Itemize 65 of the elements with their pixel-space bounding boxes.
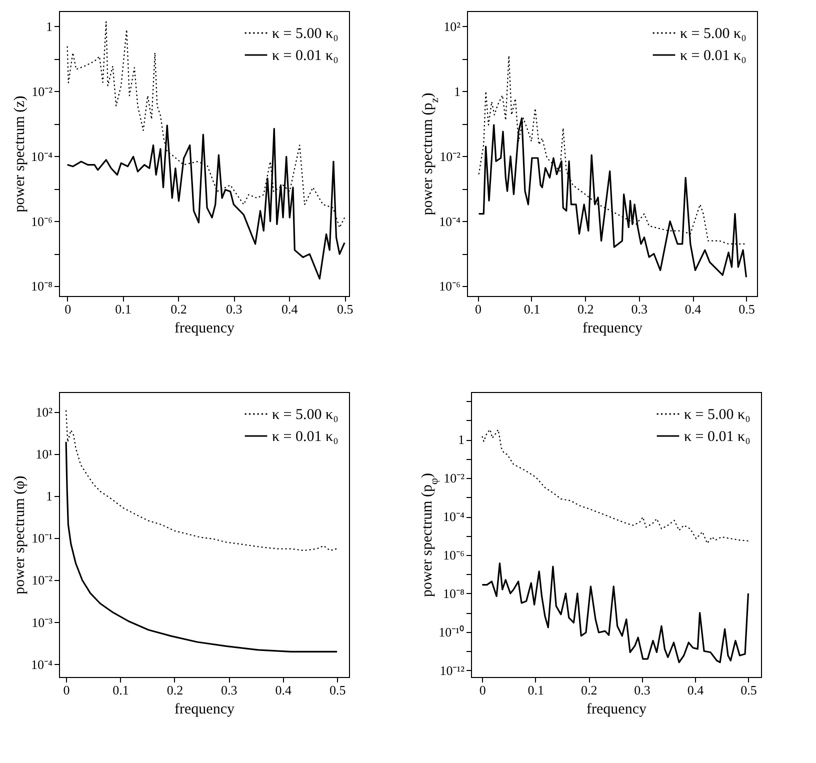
y-tick-label: 10⁻⁸ [442,586,465,601]
y-axis-title: power spectrum (φ) [12,476,28,594]
legend-label: κ = 5.00 κ₀ [272,407,338,423]
x-tick-label: 0.4 [281,302,298,316]
y-tick-label: 10⁻⁴ [442,509,465,524]
line-series [482,429,749,544]
legend-label: κ = 0.01 κ₀ [272,429,338,445]
legend-label: κ = 5.00 κ₀ [680,26,746,42]
y-tick-label: 10⁻⁶ [30,214,52,229]
y-tick-label: 10⁻⁶ [438,278,460,294]
x-tick-label: 0.2 [166,682,184,698]
x-tick-label: 0.3 [634,682,650,698]
x-tick-label: 0 [64,302,72,316]
line-series [481,562,750,664]
x-tick-label: 0.2 [170,302,187,316]
x-axis-title: frequency [586,702,647,718]
y-tick-label: 1 [46,18,52,34]
y-tick-label: 10⁻⁸ [30,278,53,294]
y-tick-label: 10⁻² [440,148,461,164]
x-tick-label: 0.3 [221,682,238,698]
y-tick-label: 10⁻¹² [440,662,465,678]
legend-label: κ = 5.00 κ₀ [684,407,750,423]
x-tick-label: 0.4 [684,302,702,316]
y-tick-label: 10⁻² [32,84,53,99]
y-tick-label: 10² [444,18,461,34]
y-tick-label: 1 [46,488,52,504]
x-tick-label: 0 [474,302,482,316]
x-tick-label: 0.1 [112,682,129,698]
x-tick-label: 0.5 [336,302,354,316]
x-tick-label: 0.3 [226,302,242,316]
y-tick-label: 10⁻² [32,572,53,588]
y-tick-label: 10⁻³ [32,614,53,630]
y-tick-label: 1 [458,432,464,448]
y-tick-label: 10⁻⁴ [30,148,53,164]
x-axis-title: frequency [174,320,235,336]
x-tick-label: 0.5 [740,682,757,698]
legend-label: κ = 0.01 κ₀ [272,48,338,64]
x-tick-label: 0.5 [738,302,755,316]
legend-label: κ = 5.00 κ₀ [272,26,338,42]
y-axis-title: power spectrum (z) [12,96,28,212]
x-tick-label: 0.1 [115,302,132,316]
line-series [65,410,338,552]
x-tick-label: 0.5 [329,682,346,698]
legend-label: κ = 0.01 κ₀ [680,48,746,64]
y-tick-label: 10⁻⁶ [442,547,464,562]
y-tick-label: 10⁻⁴ [438,214,461,229]
x-tick-label: 0.2 [578,302,594,316]
legend-label: κ = 0.01 κ₀ [684,429,750,445]
x-axis-title: frequency [582,320,643,336]
y-tick-label: 10⁻¹⁰ [438,624,464,640]
y-tick-label: 1 [454,84,460,99]
x-tick-label: 0.2 [580,682,598,698]
y-tick-label: 10⁻² [444,470,465,486]
x-tick-label: 0.4 [687,682,704,698]
y-tick-label: 10⁻⁴ [30,656,53,672]
y-tick-label: 10² [36,404,53,420]
y-tick-label: 10¹ [36,446,53,462]
x-axis-title: frequency [174,702,235,718]
x-tick-label: 0.4 [275,682,292,698]
x-tick-label: 0 [479,682,486,698]
x-tick-label: 0.3 [631,302,648,316]
x-tick-label: 0.1 [524,302,540,316]
x-tick-label: 0 [63,682,70,698]
y-tick-label: 10⁻¹ [32,530,53,546]
x-tick-label: 0.1 [528,682,544,698]
